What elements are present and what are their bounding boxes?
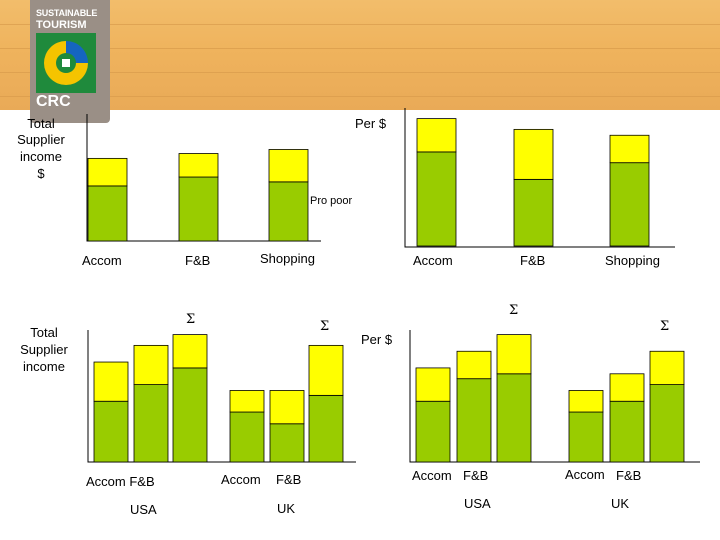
chart1-tick-label-3: Shopping	[260, 251, 315, 266]
banner-rule	[0, 96, 720, 97]
header-banner	[0, 0, 720, 110]
chart3-bar-base-2	[133, 384, 169, 463]
chart4-per-dollar-label: Per $	[361, 332, 393, 347]
chart3-ylabel-line1: Total	[30, 325, 58, 340]
chart3-bar-top-1	[93, 361, 129, 402]
logo-line-3: CRC	[36, 93, 71, 110]
chart3-bar-base-3	[172, 367, 208, 463]
chart4-bar-base-6	[649, 384, 685, 463]
chart2-bar-top-3	[609, 134, 650, 164]
chart4-xlabel-3: Accom	[565, 467, 605, 482]
chart1-bar-base-3	[268, 181, 309, 242]
sustainable-tourism-crc-logo: SUSTAINABLE TOURISM CRC	[30, 0, 110, 123]
chart1-ylabel-line2: Supplier	[17, 132, 65, 147]
chart4-bar-base-2	[456, 378, 492, 463]
chart3-bar-base-5	[269, 423, 305, 463]
chart3-bar-base-6	[308, 394, 344, 463]
chart2-bar-base-3	[609, 162, 650, 247]
chart1-axes	[86, 114, 321, 242]
chart4-bar-top-2	[456, 350, 492, 380]
chart4-bar-base-4	[568, 411, 604, 463]
chart1-per-dollar-label: Per $	[355, 116, 387, 131]
chart3-bar-top-5	[269, 390, 305, 425]
chart1-bar-base-2	[178, 176, 219, 242]
chart3-xlabel-1: Accom F&B	[86, 474, 155, 489]
chart1-bar-top-2	[178, 153, 219, 178]
chart3-sigma-uk: Σ	[320, 319, 330, 334]
chart2-bar-top-1	[416, 118, 457, 153]
chart1-ylabel-line4: $	[37, 166, 45, 181]
banner-rule	[0, 72, 720, 73]
chart4-bar-base-5	[609, 400, 645, 463]
chart2-bar-top-2	[513, 128, 554, 180]
chart4-sigma-usa: Σ	[509, 303, 519, 318]
logo-line-2: TOURISM	[36, 19, 87, 31]
chart3-bar-top-3	[172, 334, 208, 369]
chart4-bar-top-4	[568, 390, 604, 413]
chart3-bar-top-6	[308, 344, 344, 396]
chart3-xlabel-2: Accom	[221, 472, 261, 487]
chart2-tick-label-3: Shopping	[605, 253, 660, 268]
chart2-tick-label-2: F&B	[520, 253, 546, 268]
chart4-xlabel-1: Accom	[412, 468, 452, 483]
chart3-group-uk: UK	[277, 501, 296, 516]
chart4-xlabel-4: F&B	[616, 468, 642, 483]
chart3-bar-top-2	[133, 344, 169, 385]
chart4-bar-base-1	[415, 400, 451, 463]
chart1-tick-label-2: F&B	[185, 253, 211, 268]
chart1-ylabel-line1: Total	[27, 116, 55, 131]
chart2-bar-base-2	[513, 178, 554, 247]
chart4-bar-top-1	[415, 367, 451, 402]
chart3-ylabel-line3: income	[23, 359, 65, 374]
banner-rule	[0, 48, 720, 49]
chart4-sigma-uk: Σ	[660, 319, 670, 334]
chart2-tick-label-1: Accom	[413, 253, 453, 268]
chart1-bar-top-3	[268, 149, 309, 183]
chart3-group-usa: USA	[130, 502, 157, 517]
chart1-tick-label-1: Accom	[82, 253, 122, 268]
chart2-bar-base-1	[416, 151, 457, 247]
chart3-axes	[87, 330, 356, 463]
chart1-pro-poor-label: Pro poor	[310, 195, 353, 207]
chart4-xlabel-2: F&B	[463, 468, 489, 483]
banner-rule	[0, 24, 720, 25]
chart3-bar-top-4	[229, 390, 265, 413]
chart3-bar-base-1	[93, 400, 129, 463]
chart1-bar-top-1	[87, 157, 128, 187]
chart4-bar-base-3	[496, 373, 532, 463]
chart3-ylabel-line2: Supplier	[20, 342, 68, 357]
chart4-bar-top-6	[649, 350, 685, 385]
chart1-bar-base-1	[87, 185, 128, 242]
chart4-bar-top-3	[496, 334, 532, 375]
chart1-ylabel-line3: income	[20, 149, 62, 164]
chart4-bar-top-5	[609, 373, 645, 402]
chart3-sigma-usa: Σ	[186, 312, 196, 327]
logo-mark-icon	[36, 33, 96, 93]
chart4-group-uk: UK	[611, 496, 630, 511]
chart4-group-usa: USA	[464, 496, 491, 511]
chart3-xlabel-3: F&B	[276, 472, 302, 487]
chart3-bar-base-4	[229, 411, 265, 463]
logo-line-1: SUSTAINABLE	[36, 8, 98, 18]
chart2-axes	[404, 108, 675, 248]
